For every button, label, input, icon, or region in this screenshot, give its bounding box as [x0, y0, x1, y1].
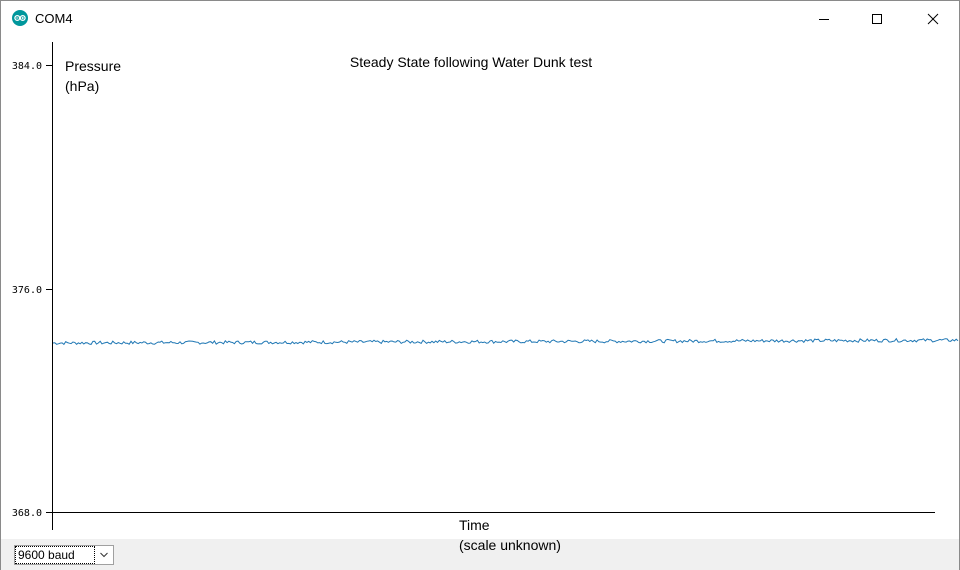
y-tick-label: 376.0 — [12, 285, 42, 296]
close-icon — [927, 13, 939, 25]
maximize-button[interactable] — [854, 1, 900, 37]
chevron-down-icon — [100, 552, 108, 558]
chart-title: Steady State following Water Dunk test — [350, 54, 592, 70]
baud-rate-value: 9600 baud — [15, 546, 95, 564]
x-axis-label: Time (scale unknown) — [459, 515, 561, 555]
minimize-button[interactable] — [801, 1, 847, 37]
series-line-pressure — [52, 337, 959, 346]
y-tick-label: 384.0 — [12, 61, 42, 72]
bottom-toolbar: 9600 baud — [1, 539, 959, 570]
x-axis-label-line2: (scale unknown) — [459, 537, 561, 553]
close-button[interactable] — [910, 1, 956, 37]
window-title: COM4 — [35, 11, 73, 26]
baud-rate-dropdown[interactable]: 9600 baud — [14, 545, 114, 565]
plot-area: 384.0 376.0 368.0 Steady State following W… — [1, 37, 959, 539]
y-tick-label: 368.0 — [12, 508, 42, 519]
y-axis-label-line1: Pressure — [65, 58, 121, 74]
y-ticks: 384.0 376.0 368.0 — [12, 61, 52, 519]
title-bar[interactable]: COM4 — [1, 1, 959, 37]
pressure-chart: 384.0 376.0 368.0 Steady State following W… — [12, 42, 959, 530]
x-axis-label-line1: Time — [459, 517, 490, 533]
y-axis-label-line2: (hPa) — [65, 78, 99, 94]
arduino-logo-icon — [12, 10, 28, 26]
maximize-icon — [872, 14, 882, 24]
minimize-icon — [819, 19, 829, 20]
